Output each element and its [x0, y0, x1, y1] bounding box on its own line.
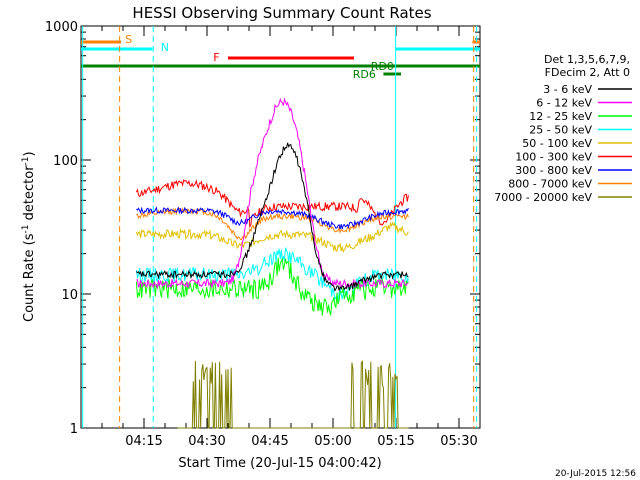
legend-label: 300 - 800 keV: [515, 164, 592, 177]
legend-label: 25 - 50 keV: [529, 124, 592, 137]
legend-label: 12 - 25 keV: [529, 110, 592, 123]
series-line: [177, 360, 409, 429]
x-tick-label: 05:15: [377, 434, 414, 449]
y-tick-label: 1: [70, 422, 78, 437]
x-axis-label: Start Time (20-Jul-15 04:00:42): [178, 456, 381, 471]
series-line: [135, 257, 409, 316]
x-tick-label: 05:30: [440, 434, 477, 449]
series-line: [135, 179, 409, 229]
legend-label: 7000 - 20000 keV: [494, 191, 592, 204]
legend: Det 1,3,5,6,7,9,FDecim 2, Att 0 3 - 6 keV…: [494, 53, 632, 204]
plot-frame: [80, 25, 481, 429]
flag-label: S: [125, 33, 132, 46]
y-axis-label: Count Rate (s-1 detector-1): [21, 151, 37, 322]
axis-ticks: [81, 26, 480, 429]
y-tick-label: 1000: [45, 20, 78, 35]
flag-label: N: [161, 41, 169, 54]
event-lines: [82, 26, 478, 428]
legend-label: 6 - 12 keV: [536, 97, 592, 110]
legend-label: 3 - 6 keV: [543, 83, 592, 96]
flag-label: RD6: [353, 68, 376, 81]
series-line: [136, 142, 409, 292]
flag-label: F: [213, 51, 219, 64]
x-tick-label: 05:00: [314, 434, 351, 449]
series-line: [136, 206, 409, 241]
y-tick-labels: 1 10 100 1000: [45, 20, 78, 437]
x-tick-label: 04:45: [251, 434, 288, 449]
y-tick-label: 10: [61, 288, 78, 303]
x-tick-labels: 04:15 04:30 04:45 05:00 05:15 05:30: [125, 434, 477, 449]
series-line: [135, 221, 409, 253]
x-tick-label: 04:30: [188, 434, 225, 449]
flag-label: RD0: [371, 60, 394, 73]
timestamp: 20-Jul-2015 12:56: [555, 469, 636, 479]
legend-label: 50 - 100 keV: [522, 137, 592, 150]
plot-border: [80, 25, 481, 429]
series-line: [136, 206, 409, 230]
x-tick-label: 04:15: [125, 434, 162, 449]
y-tick-label: 100: [53, 154, 78, 169]
series-line: [136, 97, 409, 290]
legend-header: FDecim 2, Att 0: [545, 66, 630, 79]
legend-header: Det 1,3,5,6,7,9,: [544, 53, 630, 66]
legend-label: 100 - 300 keV: [515, 151, 592, 164]
legend-label: 800 - 7000 keV: [508, 178, 592, 191]
chart-title: HESSI Observing Summary Count Rates: [132, 4, 431, 22]
series-lines: [135, 97, 409, 429]
